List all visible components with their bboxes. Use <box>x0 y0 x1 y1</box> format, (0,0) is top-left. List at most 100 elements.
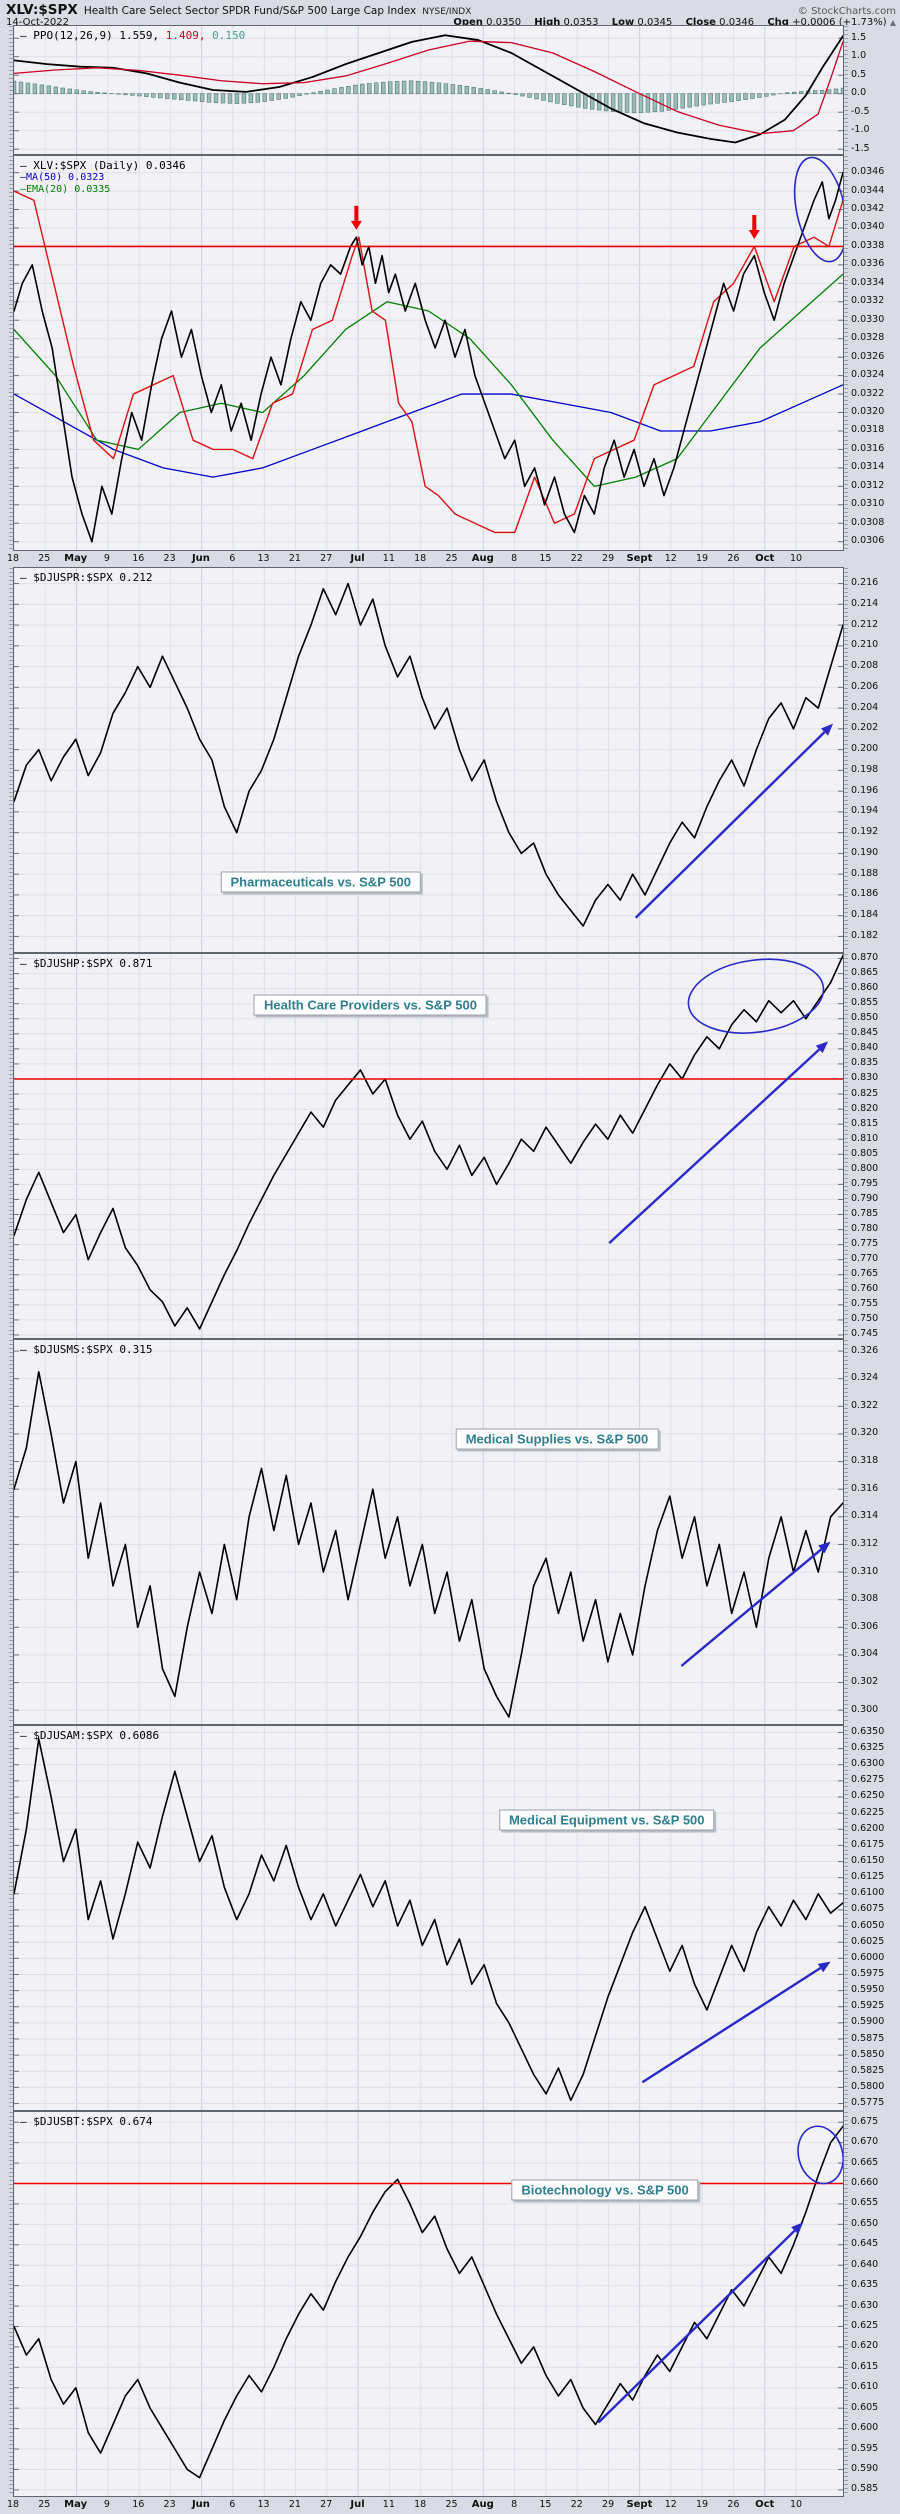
series-ppo-line <box>14 34 843 144</box>
date-label: 16 <box>132 553 145 564</box>
series-ema-20- <box>14 273 843 487</box>
date-label: 12 <box>664 2499 677 2510</box>
date-label: 15 <box>539 553 552 564</box>
y-axis-label: 0.5850 <box>851 2048 885 2060</box>
y-axis-label: 0.6250 <box>851 1790 885 1802</box>
quote-strip: Open 0.0350 High 0.0353 Low 0.0345 Close… <box>443 17 896 28</box>
y-axis-label: 0.0322 <box>851 387 885 399</box>
chart-title: Health Care Select Sector SPDR Fund/S&P … <box>83 5 417 17</box>
y-axis-label: 0.0334 <box>851 276 885 288</box>
y-axis-label: 0.650 <box>851 2217 879 2229</box>
date-label: 25 <box>445 553 458 564</box>
y-axis-label: 0.324 <box>851 1372 879 1384</box>
series-ma-50- <box>14 384 843 478</box>
djusms-y-axis: 0.326 0.324 0.322 0.320 0.318 0.316 0.314 0.312… <box>844 1339 900 1725</box>
series--djuspr-spx <box>14 582 843 927</box>
legend-segment: $DJUSMS:$SPX 0.315 <box>33 1343 153 1356</box>
y-axis-label: 0.665 <box>851 2156 879 2168</box>
date-label: Oct <box>755 553 775 564</box>
date-label: Jul <box>350 553 365 564</box>
date-label: 6 <box>229 553 236 564</box>
y-axis-label: 0.5975 <box>851 1967 885 1979</box>
quote-low: Low 0.0345 <box>611 17 673 28</box>
annotation-ellipse <box>687 958 825 1034</box>
legend-segment: $DJUSAM:$SPX 0.6086 <box>33 1729 160 1742</box>
legend-segment: — <box>20 184 27 195</box>
date-label: 29 <box>602 553 615 564</box>
y-axis-label: 0.865 <box>851 967 879 979</box>
djuspr-svg <box>14 568 843 952</box>
date-label: 22 <box>570 553 583 564</box>
series--djusbt-spx <box>14 2125 843 2479</box>
date-label: 23 <box>163 2499 176 2510</box>
djushp-plot-area: — $DJUSHP:$SPX 0.871 Health Care Provider… <box>13 953 844 1339</box>
date-label: 27 <box>320 553 333 564</box>
annotation-arrowhead <box>817 1961 831 1973</box>
date-label: 18 <box>414 2499 427 2510</box>
date-label: 26 <box>727 553 740 564</box>
xlv-main-svg <box>14 156 843 550</box>
y-axis-label: 0.660 <box>851 2176 879 2188</box>
annotation-arrow <box>680 1548 823 1667</box>
y-axis-label: 0.6300 <box>851 1758 885 1770</box>
y-axis-label: 0.615 <box>851 2360 879 2372</box>
y-axis-label: 0.0320 <box>851 406 885 417</box>
date-label: 13 <box>257 553 270 564</box>
legend-segment: — <box>20 1343 34 1356</box>
change-up-arrow-icon: ▲ <box>889 18 896 27</box>
y-axis-label: 0.6000 <box>851 1951 885 1963</box>
y-axis-label: 0.198 <box>851 763 879 775</box>
y-axis-label: 0.825 <box>851 1087 879 1099</box>
y-axis-label: 0.322 <box>851 1399 879 1411</box>
y-axis-label: -1.5 <box>851 142 870 154</box>
y-axis-label: 0.202 <box>851 722 879 734</box>
date-label: 16 <box>132 2499 145 2510</box>
y-axis-label: 0.0314 <box>851 461 885 473</box>
medical-equipment-ratio-panel: — $DJUSAM:$SPX 0.6086 Medical Equipment v… <box>0 1725 900 2111</box>
y-axis-label: 0.600 <box>851 2422 879 2434</box>
left-tick-ruler <box>0 567 13 953</box>
legend-segment: PPO(12,26,9) 1.559, <box>33 29 160 42</box>
series-xlv-spx <box>14 171 843 543</box>
legend-segment: — <box>20 172 27 183</box>
y-axis-label: 0.186 <box>851 888 879 900</box>
date-label: 23 <box>163 553 176 564</box>
y-axis-label: -1.0 <box>851 124 870 136</box>
djuspr-y-axis: 0.216 0.214 0.212 0.210 0.208 0.206 0.204 0.202… <box>844 567 900 953</box>
date-label: 8 <box>511 553 518 564</box>
y-axis-label: 0.316 <box>851 1482 879 1494</box>
legend-segment: EMA(20) 0.0335 <box>26 184 111 195</box>
y-axis-label: 0.5775 <box>851 2097 885 2109</box>
series-ppo-signal <box>14 40 843 135</box>
date-label: 9 <box>103 553 110 564</box>
legend-segment: — <box>20 2115 34 2128</box>
annotation-arrowhead <box>815 1041 829 1054</box>
date-label: 13 <box>257 2499 270 2510</box>
y-axis-label: 0.192 <box>851 826 879 838</box>
y-axis-label: 0.182 <box>851 929 879 941</box>
y-axis-label: 0.5800 <box>851 2080 885 2092</box>
y-axis-label: 0.6050 <box>851 1919 885 1931</box>
y-axis-label: 0.0346 <box>851 166 885 178</box>
ppo-legend: — PPO(12,26,9) 1.559, 1.409, 0.150 <box>20 29 245 42</box>
date-label: Aug <box>471 2499 494 2510</box>
y-axis-label: 0.815 <box>851 1117 879 1129</box>
djusbt-svg <box>14 2112 843 2496</box>
y-axis-label: 0.785 <box>851 1208 879 1220</box>
annotation-arrowhead <box>791 2222 804 2235</box>
y-axis-label: 0.300 <box>851 1703 879 1715</box>
annotation-arrow <box>597 2229 796 2424</box>
y-axis-label: 0.5 <box>851 68 867 80</box>
y-axis-label: 0.200 <box>851 743 879 755</box>
y-axis-label: 0.5875 <box>851 2032 885 2044</box>
biotechnology-ratio-panel: — $DJUSBT:$SPX 0.674 Biotechnology vs. S&… <box>0 2111 900 2497</box>
annotation-arrow <box>608 1048 821 1245</box>
series--djusam-spx <box>14 1738 843 2102</box>
y-axis-label: 0.835 <box>851 1057 879 1069</box>
quote-open: Open 0.0350 <box>453 17 522 28</box>
y-axis-label: 0.850 <box>851 1012 879 1024</box>
legend-segment: $DJUSHP:$SPX 0.871 <box>33 957 153 970</box>
date-axis: 18 25 May 9 16 23 Jun 6 13 21 27 Jul 11 18 25 Aug 8 15 22 2… <box>0 551 900 567</box>
y-axis-label: 0.0338 <box>851 239 885 251</box>
pharmaceuticals-ratio-panel: — $DJUSPR:$SPX 0.212 Pharmaceuticals vs. … <box>0 567 900 953</box>
